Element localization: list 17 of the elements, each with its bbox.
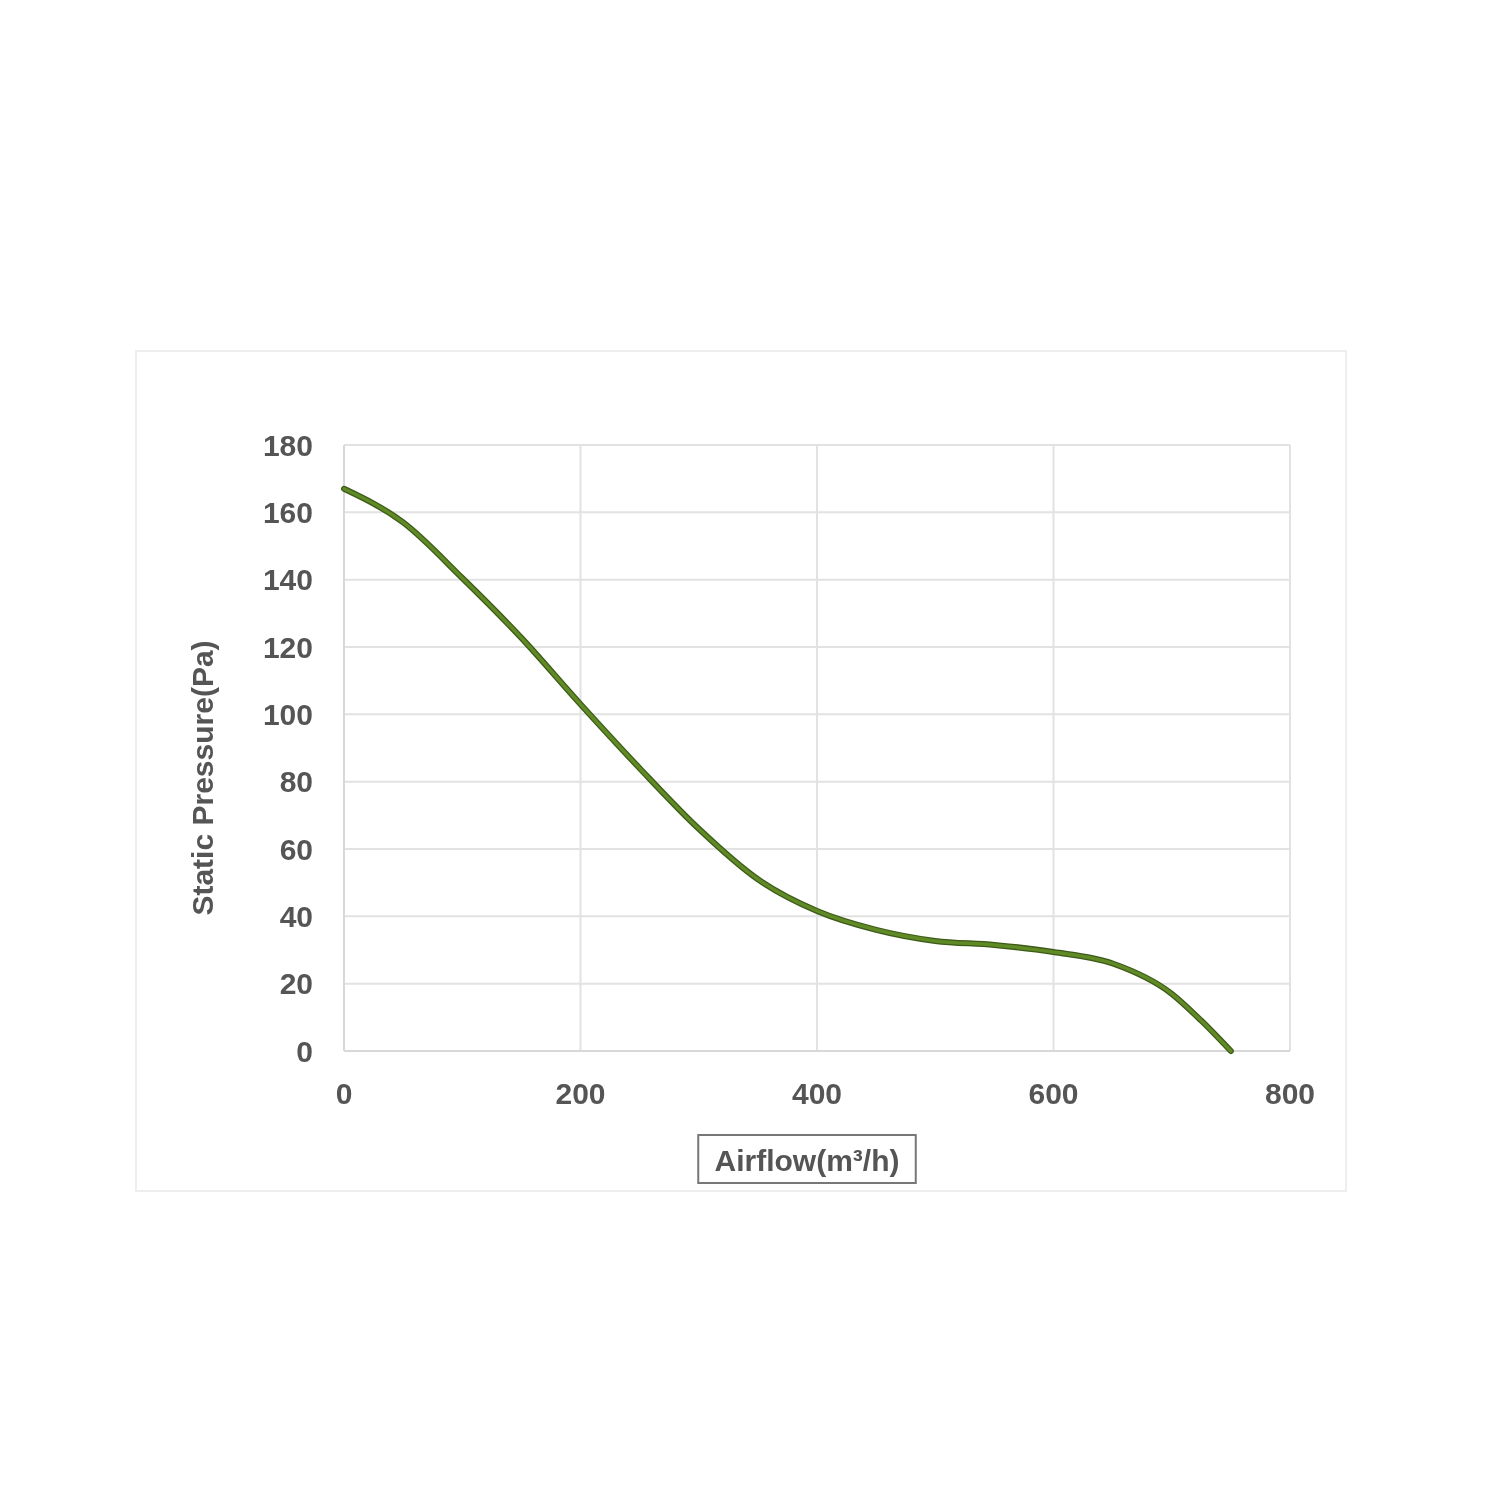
y-tick-label: 20	[279, 967, 313, 1001]
x-axis-title: Airflow(m³/h)	[714, 1144, 900, 1177]
x-tick-label: 800	[1264, 1077, 1316, 1110]
y-tick-label: 180	[262, 428, 313, 462]
y-tick-label: 40	[279, 899, 313, 933]
x-tick-label: 600	[1028, 1077, 1079, 1110]
x-tick-label: 200	[555, 1077, 606, 1110]
y-tick-label: 160	[262, 495, 313, 529]
y-axis-title: Static Pressure(Pa)	[186, 640, 219, 916]
y-tick-label: 140	[262, 563, 313, 597]
y-tick-label: 100	[262, 697, 313, 731]
y-tick-label: 80	[279, 765, 313, 799]
y-tick-label: 0	[296, 1034, 313, 1068]
x-tick-label: 0	[335, 1077, 353, 1110]
y-tick-label: 120	[262, 630, 313, 664]
y-tick-label: 60	[279, 832, 313, 866]
x-tick-label: 400	[791, 1077, 843, 1110]
